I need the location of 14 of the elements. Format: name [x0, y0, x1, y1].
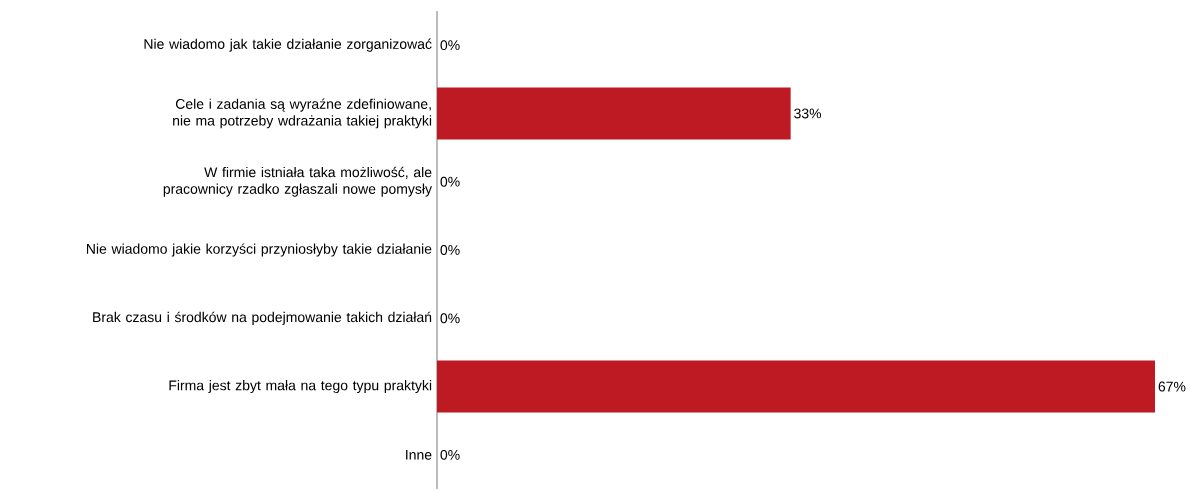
data-label: 67%: [1158, 381, 1186, 392]
data-label: 0%: [440, 449, 460, 460]
y-tick-label: Brak czasu i środków na podejmowanie takich działań: [93, 311, 432, 325]
data-label: 0%: [440, 313, 460, 324]
y-tick-label: Inne: [406, 449, 432, 460]
y-tick-label: W firmie istniała taka możliwość, ale pracownicy rzadko zgłaszali nowe pomysły: [163, 166, 432, 197]
y-tick-label: Nie wiadomo jakie korzyści przyniosłyby takie działanie: [86, 243, 432, 257]
data-label: 33%: [794, 108, 822, 119]
data-label: 0%: [440, 176, 460, 187]
data-label: 0%: [440, 40, 460, 51]
y-tick-label: Firma jest zbyt mała na tego typu praktyki: [169, 380, 432, 394]
y-tick-label: Nie wiadomo jak takie działanie zorganizować: [144, 38, 432, 52]
y-tick-label: Cele i zadania są wyraźne zdefiniowane, nie ma potrzeby wdrażania takiej praktyki: [173, 98, 432, 129]
data-label: 0%: [440, 245, 460, 255]
